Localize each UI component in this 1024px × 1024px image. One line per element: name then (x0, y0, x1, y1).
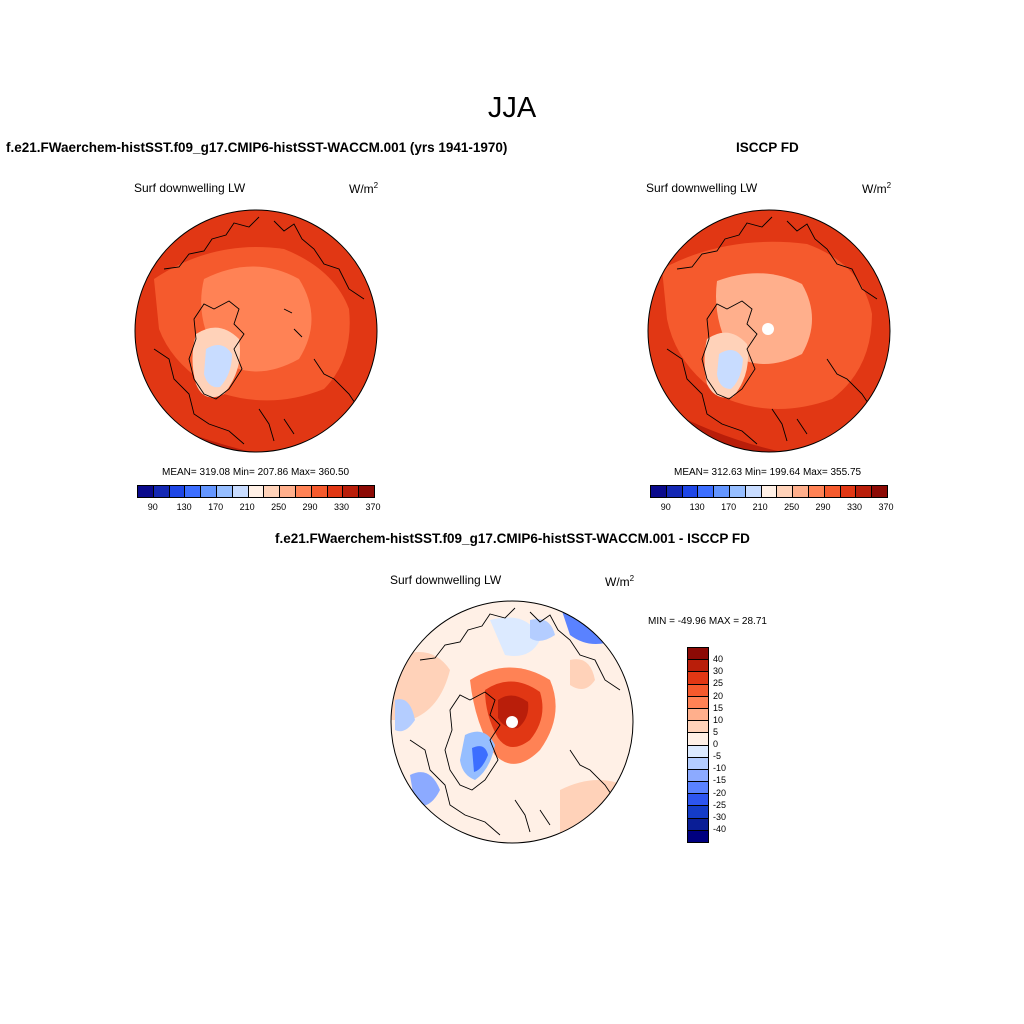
colorbar-tick-label: -20 (713, 787, 727, 798)
colorbar-swatch (295, 486, 312, 497)
colorbar-tick-label: 290 (302, 502, 318, 512)
colorbar-swatch (688, 733, 708, 746)
colorbar-swatch (688, 794, 708, 807)
colorbar-swatch (688, 672, 708, 685)
colorbar-swatch (808, 486, 825, 497)
colorbar-tick-label: 90 (147, 502, 158, 512)
colorbar-tick-label: 40 (713, 654, 724, 665)
colorbar-tick-label: 130 (176, 502, 192, 512)
colorbar-swatch (688, 684, 708, 697)
colorbar-tick-label: 370 (365, 502, 381, 512)
colorbar-swatch (138, 486, 154, 497)
colorbar-swatch (688, 745, 708, 758)
colorbar-tick-label: 0 (713, 739, 719, 749)
colorbar-tick-label: 330 (334, 502, 350, 512)
colorbar-swatch (688, 782, 708, 795)
colorbar-swatch (856, 486, 873, 497)
diff-panel-title: f.e21.FWaerchem-histSST.f09_g17.CMIP6-hi… (275, 531, 750, 546)
colorbar-swatch (872, 486, 887, 497)
panel1-stats: MEAN= 319.08 Min= 207.86 Max= 360.50 (162, 467, 350, 478)
colorbar-swatch (248, 486, 265, 497)
colorbar-swatch (232, 486, 249, 497)
colorbar-tick-label: -25 (713, 799, 727, 810)
colorbar-swatch (824, 486, 841, 497)
colorbar-swatch (745, 486, 762, 497)
colorbar-swatch (688, 769, 708, 783)
colorbar-swatch (688, 757, 708, 770)
colorbar-swatch (169, 486, 186, 497)
colorbar-swatch (201, 486, 217, 497)
diff-minmax: MIN = -49.96 MAX = 28.71 (648, 616, 767, 627)
colorbar-swatch (793, 486, 809, 497)
colorbar-swatch (185, 486, 202, 497)
colorbar-swatch (840, 486, 857, 497)
colorbar-swatch (761, 486, 778, 497)
colorbar-swatch (688, 806, 708, 819)
colorbar-swatch (311, 486, 328, 497)
colorbar-swatch (264, 486, 281, 497)
colorbar-tick-label: -30 (713, 811, 727, 822)
colorbar-swatch (666, 486, 683, 497)
colorbar-swatch (688, 830, 708, 842)
colorbar-tick-label: 370 (878, 502, 894, 512)
diff-missing-pole (506, 716, 518, 728)
colorbar-tick-label: -15 (713, 775, 727, 786)
colorbar-tick-label: 30 (713, 666, 724, 677)
colorbar-tick-label: 290 (815, 502, 831, 512)
diff-polar-map (390, 600, 634, 844)
colorbar-swatch (688, 721, 708, 734)
colorbar-tick-label: 330 (847, 502, 863, 512)
colorbar-tick-label: 90 (660, 502, 671, 512)
colorbar-swatch (688, 660, 708, 673)
colorbar-swatch (682, 486, 699, 497)
colorbar-tick-label: 250 (784, 502, 800, 512)
panel2-variable-label: Surf downwelling LW (646, 181, 758, 195)
colorbar-swatch (327, 486, 344, 497)
colorbar-tick-label: 25 (713, 678, 724, 689)
panel1-variable-label: Surf downwelling LW (134, 181, 246, 195)
panel1-colorbar (137, 485, 375, 498)
colorbar-tick-label: 130 (689, 502, 705, 512)
colorbar-swatch (651, 486, 667, 497)
page-title: JJA (487, 92, 537, 124)
panel2-title: ISCCP FD (736, 140, 799, 155)
colorbar-tick-label: 20 (713, 690, 724, 701)
colorbar-tick-label: -10 (713, 763, 727, 774)
colorbar-tick-label: 5 (713, 726, 719, 737)
panel2-missing-pole (762, 323, 774, 335)
colorbar-swatch (698, 486, 715, 497)
colorbar-swatch (688, 648, 708, 661)
diff-colorbar (687, 647, 709, 843)
colorbar-tick-label: 170 (721, 502, 737, 512)
colorbar-tick-label: 10 (713, 714, 724, 725)
colorbar-swatch (280, 486, 296, 497)
colorbar-swatch (359, 486, 374, 497)
panel2-stats: MEAN= 312.63 Min= 199.64 Max= 355.75 (674, 467, 862, 478)
colorbar-swatch (343, 486, 360, 497)
colorbar-swatch (729, 486, 746, 497)
colorbar-swatch (216, 486, 233, 497)
colorbar-tick-label: 210 (752, 502, 768, 512)
panel1-units: W/m2 (349, 181, 379, 196)
colorbar-swatch (688, 708, 708, 722)
panel2-polar-map (647, 209, 891, 453)
colorbar-swatch (688, 696, 708, 709)
colorbar-swatch (153, 486, 170, 497)
panel2-units: W/m2 (862, 181, 892, 196)
panel2-colorbar (650, 485, 888, 498)
colorbar-tick-label: 15 (713, 702, 724, 713)
diff-variable-label: Surf downwelling LW (390, 573, 502, 587)
diff-units: W/m2 (605, 574, 635, 589)
colorbar-swatch (777, 486, 794, 497)
panel1-title: f.e21.FWaerchem-histSST.f09_g17.CMIP6-hi… (6, 140, 508, 155)
colorbar-swatch (688, 818, 708, 831)
panel1-polar-map (134, 209, 378, 453)
colorbar-tick-label: 250 (271, 502, 287, 512)
colorbar-tick-label: 170 (208, 502, 224, 512)
colorbar-tick-label: -5 (713, 751, 722, 762)
colorbar-tick-label: -40 (713, 823, 727, 834)
colorbar-tick-label: 210 (239, 502, 255, 512)
colorbar-swatch (714, 486, 730, 497)
